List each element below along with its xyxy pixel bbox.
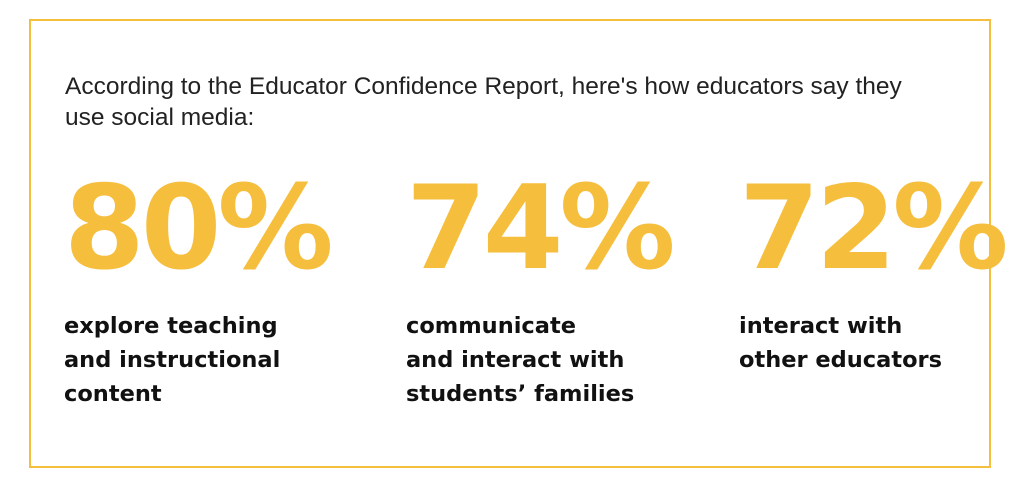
stat-families: 74% communicate and interact with studen…: [406, 169, 696, 411]
stat-description: interact with other educators: [739, 313, 943, 373]
stat-description: communicate and interact with students’ …: [406, 313, 635, 407]
stat-value: 80%: [64, 161, 334, 296]
stat-value: 74%: [406, 161, 676, 296]
stat-educators: 72% interact with other educators: [739, 169, 1024, 377]
stat-value: 72%: [739, 161, 1009, 296]
intro-text: According to the Educator Confidence Rep…: [65, 73, 902, 131]
stat-teaching-content: 80% explore teaching and instructional c…: [64, 169, 354, 411]
stat-description: explore teaching and instructional conte…: [64, 313, 281, 407]
infographic-card: According to the Educator Confidence Rep…: [29, 19, 1009, 468]
